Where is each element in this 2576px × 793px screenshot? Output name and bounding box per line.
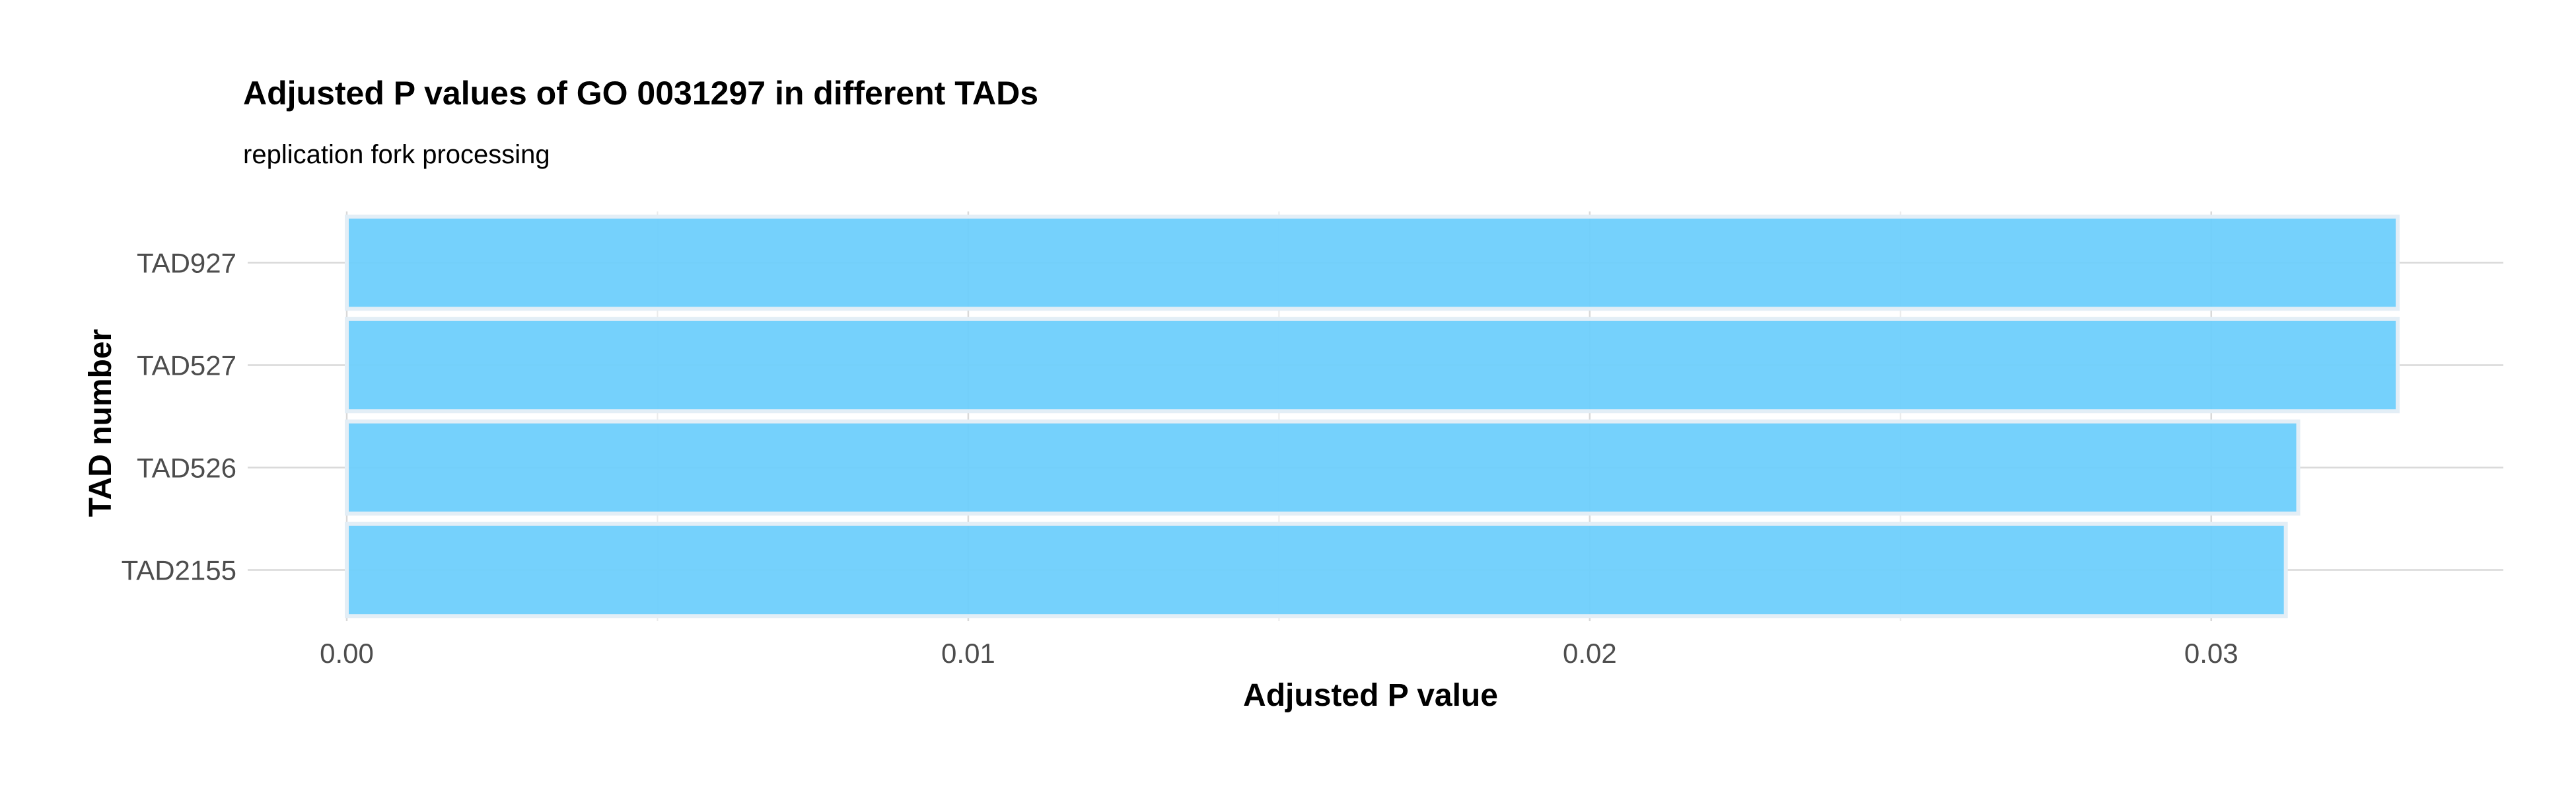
bars	[345, 214, 2400, 619]
x-tick-label: 0.01	[941, 638, 995, 669]
y-tick-labels: TAD927 TAD527 TAD526 TAD2155	[122, 248, 236, 586]
x-tick-label: 0.00	[320, 638, 374, 669]
y-tick-label: TAD2155	[122, 555, 236, 586]
bar-tad2155	[345, 521, 2288, 619]
y-tick-label: TAD927	[137, 248, 236, 279]
y-tick-label: TAD527	[137, 350, 236, 381]
x-axis-title: Adjusted P value	[1243, 678, 1498, 713]
y-tick-label: TAD526	[137, 453, 236, 484]
bar-tad526	[345, 419, 2301, 516]
x-tick-label: 0.02	[1563, 638, 1617, 669]
bar-tad527	[345, 317, 2400, 414]
chart-subtitle: replication fork processing	[243, 140, 550, 169]
x-tick-labels: 0.00 0.01 0.02 0.03	[320, 638, 2238, 669]
chart-title: Adjusted P values of GO 0031297 in diffe…	[243, 75, 1039, 112]
x-tick-label: 0.03	[2184, 638, 2238, 669]
y-axis-title: TAD number	[83, 329, 118, 517]
bar-tad927	[345, 214, 2400, 311]
